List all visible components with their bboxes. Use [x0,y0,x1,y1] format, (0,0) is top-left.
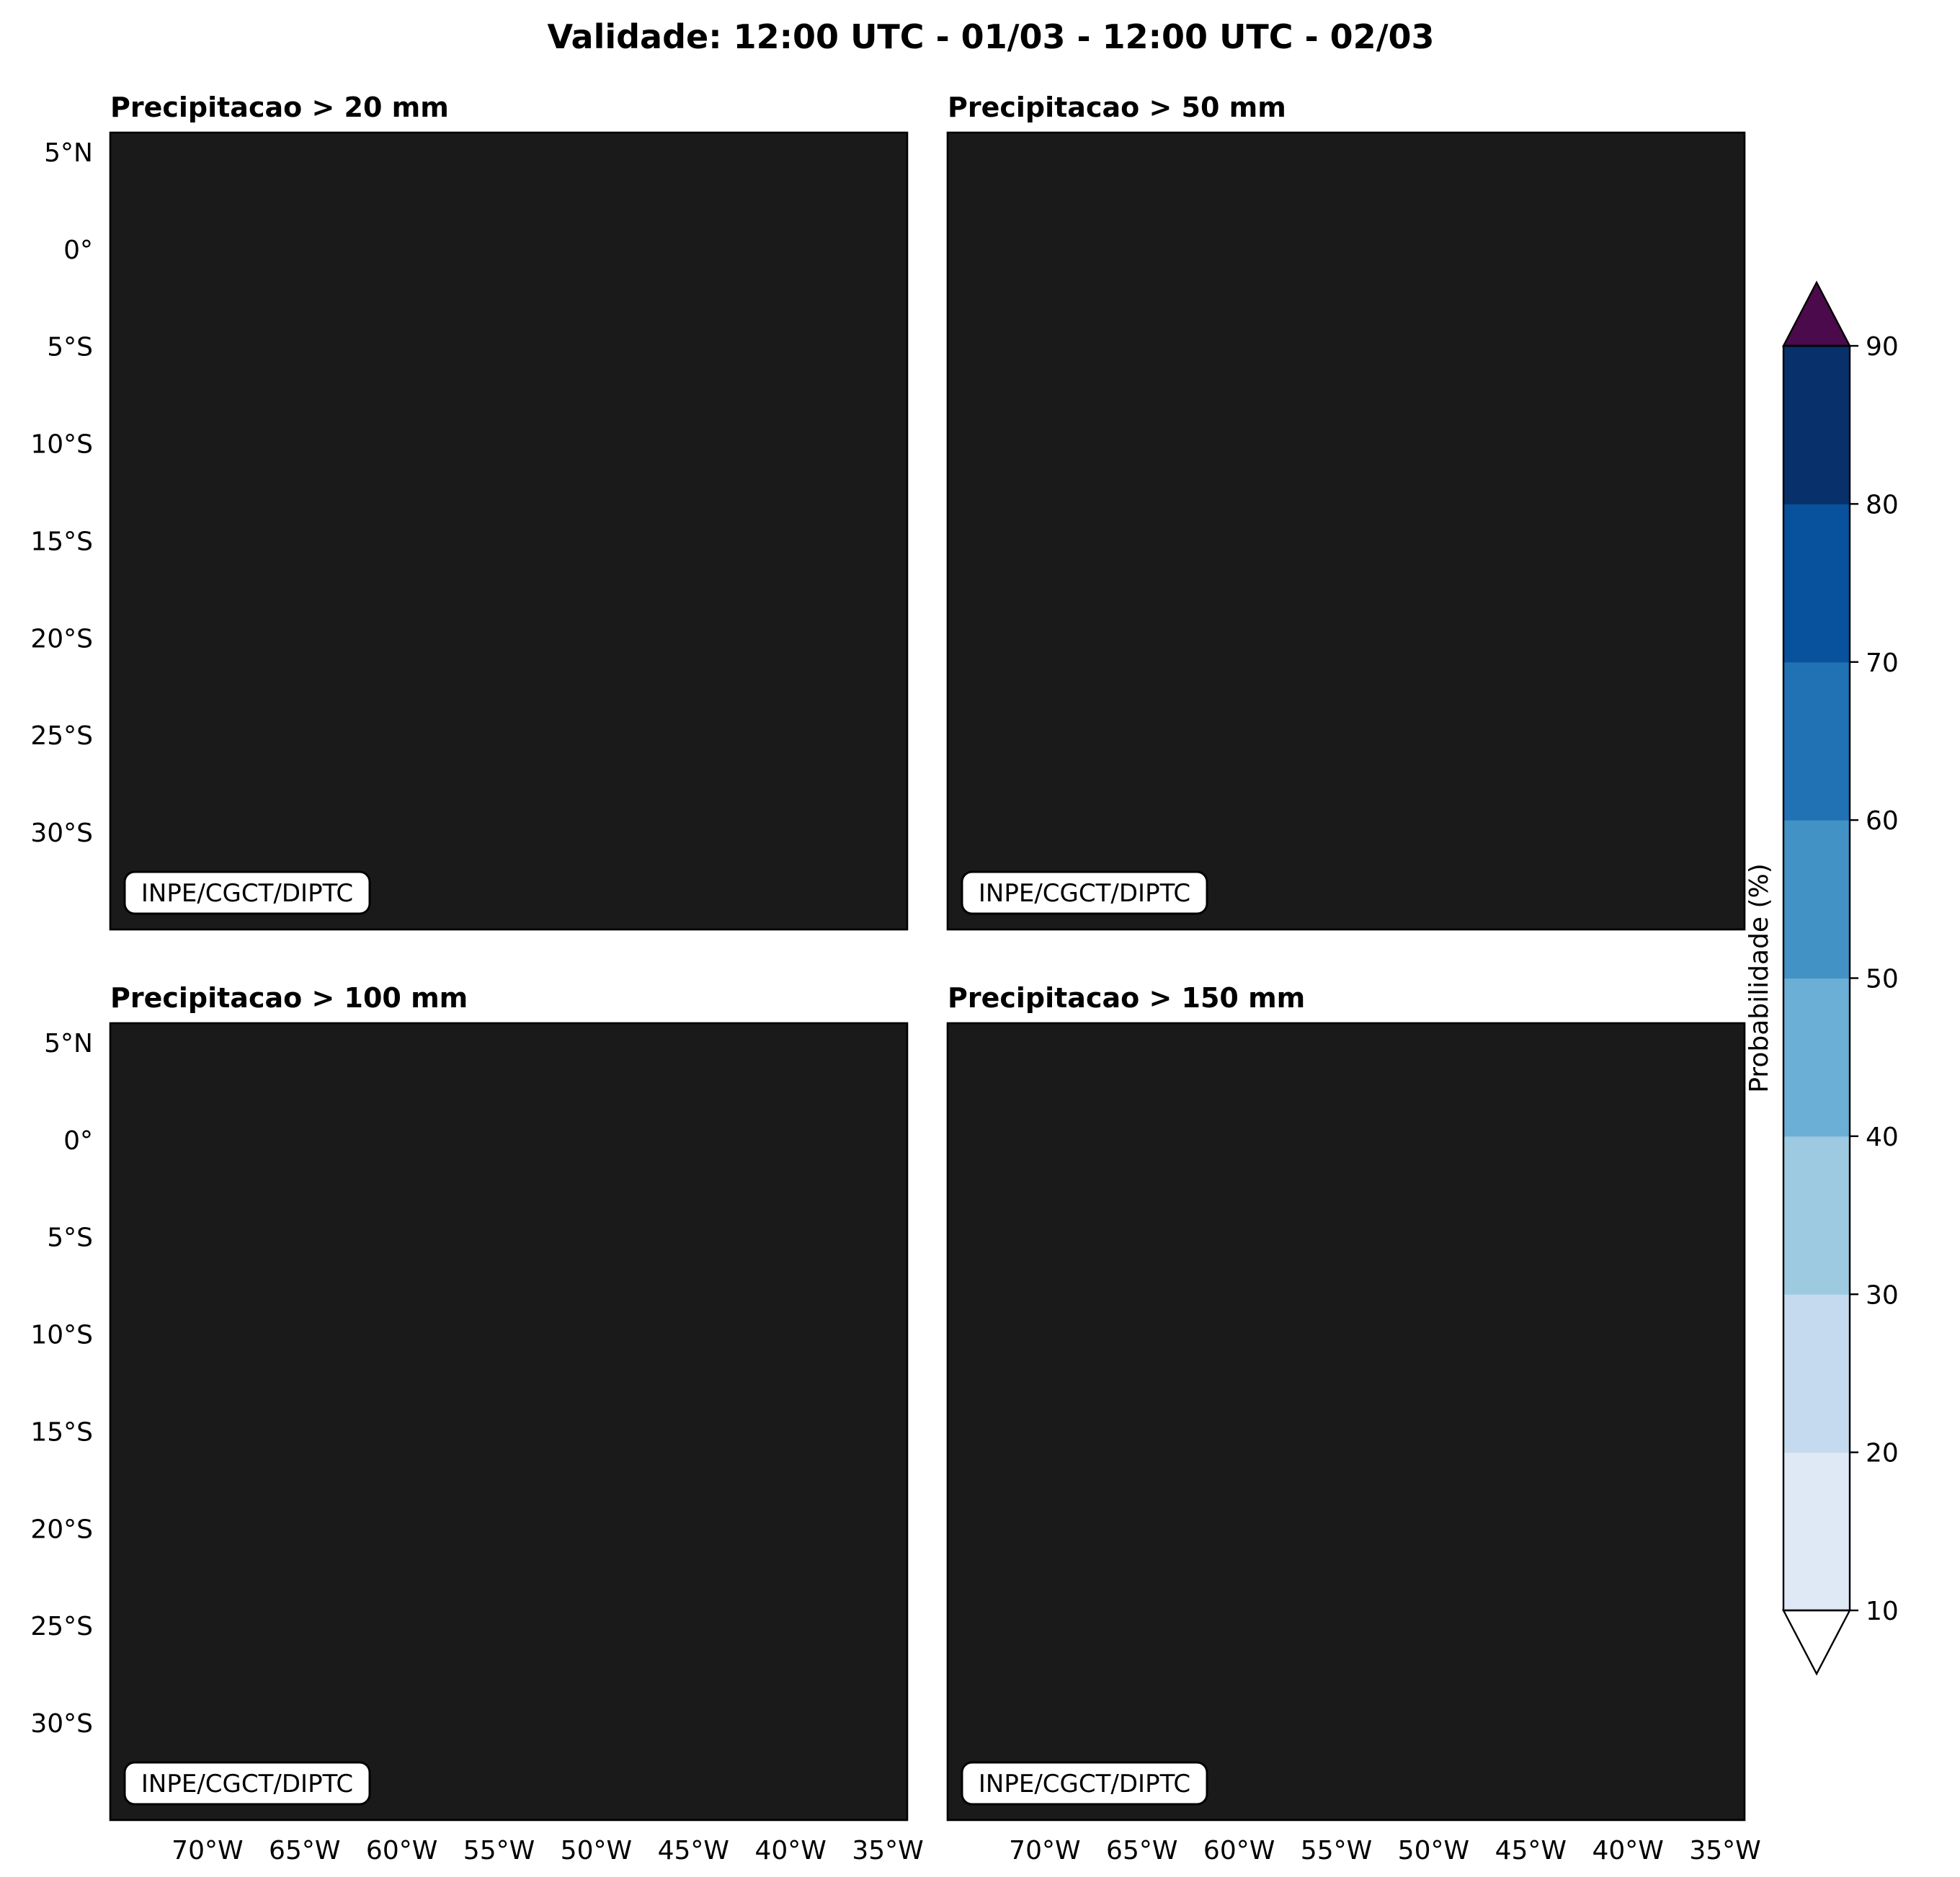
lon-tick-label: 70°W [172,1836,243,1865]
panel-title: Precipitacao > 150 mm [948,982,1305,1014]
colorbar-tick-label: 50 [1866,965,1899,994]
panel-title: Precipitacao > 100 mm [110,982,468,1014]
credit-box [123,870,371,915]
lat-tick-label: 10°S [30,1321,93,1350]
boundaries [948,133,1701,929]
colorbar-segment [1783,820,1850,978]
lat-tick-label: 25°S [30,1612,93,1641]
coastline-lines [948,1023,1701,1820]
lat-tick-label: 5°N [44,1029,93,1058]
coastline-lines [110,133,863,929]
lon-tick-label: 40°W [754,1836,826,1865]
colorbar-under-triangle [1782,1609,1851,1676]
lon-tick-label: 35°W [852,1836,923,1865]
lon-tick-label: 55°W [1301,1836,1372,1865]
lat-tick-label: 0° [63,236,93,265]
boundaries [110,133,863,929]
credit-text: INPE/CGCT/DIPTC [979,1770,1190,1798]
lon-tick-label: 35°W [1689,1836,1760,1865]
credit-text: INPE/CGCT/DIPTC [979,879,1190,908]
lat-tick-label: 0° [63,1126,93,1156]
lon-tick-label: 50°W [561,1836,632,1865]
colorbar-label: Probabilidade (%) [1745,863,1774,1093]
colorbar-segment [1783,504,1850,663]
credit-text: INPE/CGCT/DIPTC [141,879,353,908]
boundaries [948,1023,1701,1820]
map-panel: Precipitacao > 20 mm 5°N 0° 5°S 10°S 15°S 20°S… [30,92,909,931]
lat-tick-label: 5°N [44,138,93,168]
colorbar-tick-label: 80 [1866,490,1899,520]
colorbar-segment [1783,1452,1850,1611]
lat-tick-label: 10°S [30,430,93,460]
credit-box [123,1761,371,1806]
lat-tick-label: 25°S [30,721,93,751]
colorbar-segment [1783,661,1850,821]
colorbar-segment [1783,346,1850,504]
panel-title: Precipitacao > 20 mm [110,92,449,123]
lon-tick-label: 55°W [463,1836,535,1865]
lon-tick-label: 60°W [366,1836,437,1865]
boundaries [110,1023,863,1820]
lon-tick-label: 65°W [269,1836,340,1865]
colorbar-tick-label: 30 [1866,1280,1899,1310]
lat-tick-label: 30°S [30,819,93,848]
map-panel: Precipitacao > 100 mm 5°N 0° 5°S 10°S 15°S 20°… [30,982,923,1865]
lat-tick-label: 15°S [30,1417,93,1447]
panel-frame [109,131,909,931]
lat-tick-label: 20°S [30,1515,93,1544]
colorbar-tick-label: 10 [1866,1597,1899,1626]
credit-box [961,1761,1208,1806]
panel-frame [946,131,1746,931]
coastline-lines [110,1023,863,1820]
colorbar-tick-label: 20 [1866,1439,1899,1468]
credit-box [961,870,1208,915]
lon-tick-label: 45°W [1495,1836,1567,1865]
coastline-lines [948,133,1701,929]
lat-tick-label: 15°S [30,527,93,556]
colorbar-tick-label: 60 [1866,806,1899,836]
lon-tick-label: 50°W [1398,1836,1469,1865]
lat-tick-label: 5°S [47,1223,93,1253]
panel-frame [946,1022,1746,1822]
colorbar-segment [1783,978,1850,1137]
map-panels: Precipitacao > 20 mm 5°N 0° 5°S 10°S 15°S 20°S… [30,92,1760,1865]
lon-tick-label: 65°W [1106,1836,1177,1865]
lat-tick-label: 5°S [47,333,93,362]
colorbar-tick-label: 90 [1866,332,1899,362]
colorbar: 10 20 30 40 50 60 70 80 90 Probabilidade (%) [1745,280,1899,1676]
lon-tick-label: 70°W [1009,1836,1080,1865]
lat-tick-label: 30°S [30,1709,93,1739]
lon-tick-label: 45°W [658,1836,729,1865]
lat-tick-label: 20°S [30,624,93,654]
lon-tick-label: 60°W [1203,1836,1275,1865]
lon-tick-label: 40°W [1592,1836,1663,1865]
credit-text: INPE/CGCT/DIPTC [141,1770,353,1798]
figure-title: Validade: 12:00 UTC - 01/03 - 12:00 UTC … [547,17,1434,56]
map-panel: Precipitacao > 150 mm 70°W 65°W 60°W 55°W 50°… [946,982,1761,1865]
colorbar-segment [1783,1136,1850,1295]
panel-title: Precipitacao > 50 mm [948,92,1286,123]
panel-frame [109,1022,909,1822]
map-panel: Precipitacao > 50 mm INPE/CGCT/DIPTC [946,92,1746,931]
colorbar-tick-label: 70 [1866,648,1899,678]
colorbar-tick-label: 40 [1866,1123,1899,1152]
colorbar-segment [1783,1294,1850,1453]
colorbar-over-triangle [1782,280,1851,347]
